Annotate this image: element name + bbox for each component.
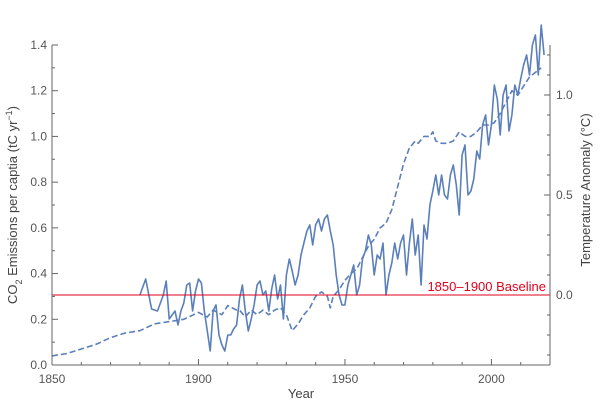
y-axis-left-title: CO2 Emissions per captia (tC yr−1) bbox=[4, 106, 24, 304]
y-axis-left-title-sub: 2 bbox=[14, 280, 24, 285]
y-left-tick-label: 0.6 bbox=[30, 221, 47, 235]
y-right-tick-label: 0.5 bbox=[556, 188, 573, 202]
series-layer bbox=[51, 24, 545, 357]
y-axis-left-title-mid: Emissions per captia (tC yr bbox=[5, 120, 20, 280]
y-axis-left-title-suffix: ) bbox=[5, 106, 20, 110]
y-axis-right-title: Temperature Anomaly (°C) bbox=[578, 113, 593, 266]
y-left-tick-label: 1.4 bbox=[30, 38, 47, 52]
x-tick-label: 1850 bbox=[39, 372, 66, 386]
baseline-layer: 1850–1900 Baseline bbox=[52, 279, 550, 296]
y-right-tick-label: 1.0 bbox=[556, 88, 573, 102]
y-axis-left-title-sup: −1 bbox=[4, 110, 14, 120]
y-left-tick-label: 0.2 bbox=[30, 312, 47, 326]
ticks-layer: 1850 1900 1950 2000 0.0 0.2 0.4 0.6 0.8 1.0 1.2 1.4… bbox=[30, 38, 573, 386]
y-left-tick-label: 0.4 bbox=[30, 267, 47, 281]
y-right-tick-label: 0.0 bbox=[556, 288, 573, 302]
x-tick-label: 1950 bbox=[332, 372, 359, 386]
temperature-anomaly-series-line bbox=[139, 24, 545, 352]
baseline-label: 1850–1900 Baseline bbox=[427, 279, 546, 294]
x-axis-title: Year bbox=[288, 386, 315, 401]
y-left-tick-label: 1.2 bbox=[30, 84, 47, 98]
y-left-tick-label: 0.8 bbox=[30, 175, 47, 189]
co2-emissions-series-line bbox=[51, 67, 542, 357]
y-left-tick-label: 1.0 bbox=[30, 129, 47, 143]
x-tick-label: 2000 bbox=[478, 372, 505, 386]
y-left-tick-label: 0.0 bbox=[30, 358, 47, 372]
x-tick-label: 1900 bbox=[185, 372, 212, 386]
axes-layer bbox=[51, 45, 551, 366]
y-axis-left-title-prefix: CO bbox=[5, 285, 20, 305]
